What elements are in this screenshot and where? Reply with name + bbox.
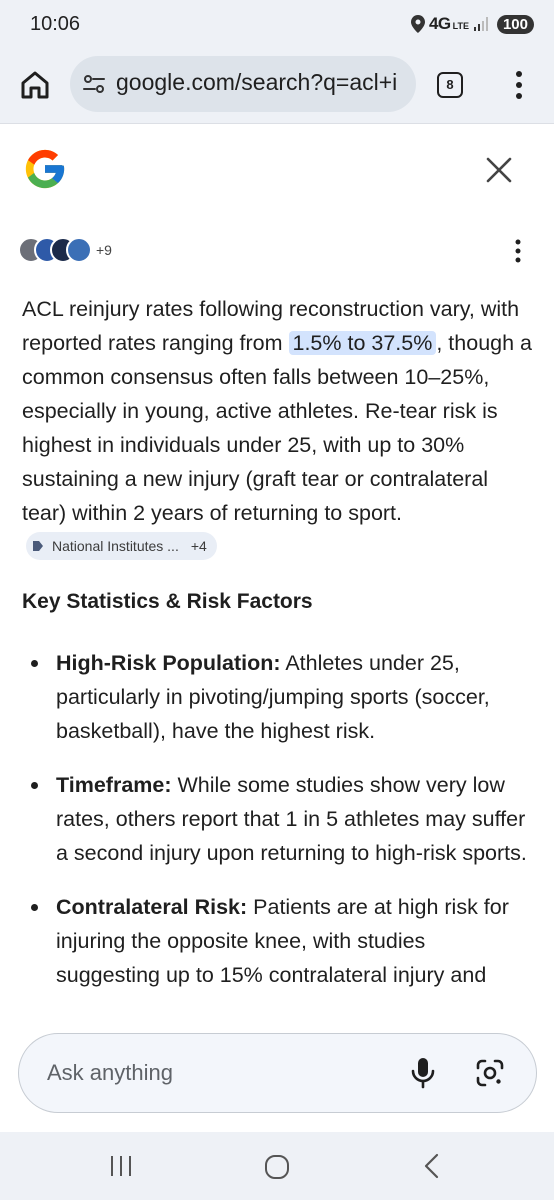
- google-logo: [22, 146, 68, 192]
- tune-icon: [83, 75, 105, 93]
- bullet-text: While some studies show very low rates, …: [56, 773, 527, 865]
- bullet-text: Patients are at high risk for injuring t…: [56, 895, 509, 987]
- tab-count: 8: [446, 77, 454, 92]
- key-stats-list: High-Risk Population: Athletes under 25,…: [22, 646, 532, 1012]
- source-icon: [33, 541, 43, 551]
- status-icons: 4G LTE 100: [410, 14, 534, 34]
- google-lens-button[interactable]: [475, 1058, 505, 1088]
- ask-bar[interactable]: Ask anything: [18, 1033, 537, 1113]
- location-icon: [410, 15, 425, 33]
- citation-more: +4: [190, 538, 207, 554]
- highlighted-range[interactable]: 1.5% to 37.5%: [288, 331, 437, 355]
- status-time: 10:06: [30, 13, 81, 35]
- more-vert-icon: [515, 239, 521, 263]
- google-g-icon: [25, 149, 65, 189]
- close-button[interactable]: [484, 155, 514, 185]
- url-text[interactable]: google.com/search?q=acl+i: [116, 69, 398, 95]
- sources-row[interactable]: +9: [18, 234, 112, 266]
- list-item: Contralateral Risk: Patients are at high…: [22, 890, 532, 992]
- list-item: High-Risk Population: Athletes under 25,…: [22, 646, 532, 748]
- tab-switcher-button[interactable]: 8: [437, 72, 463, 98]
- status-bar: 10:06 4G LTE 100: [0, 0, 554, 50]
- address-bar[interactable]: google.com/search?q=acl+i: [70, 56, 416, 112]
- network-subtype: LTE: [452, 20, 469, 31]
- back-icon: [424, 1153, 439, 1179]
- site-settings-button[interactable]: [80, 70, 108, 98]
- home-icon: [21, 71, 49, 99]
- network-type: 4G: [428, 14, 451, 33]
- recents-icon: [111, 1156, 131, 1176]
- close-icon: [486, 157, 512, 183]
- system-home-button[interactable]: [264, 1154, 290, 1180]
- section-heading: Key Statistics & Risk Factors: [22, 590, 313, 613]
- system-nav-bar: [0, 1132, 554, 1200]
- back-button[interactable]: [420, 1152, 444, 1180]
- answer-text: ACL reinjury rates following reconstruct…: [22, 297, 520, 355]
- more-vert-icon: [516, 71, 522, 99]
- bullet-title: Contralateral Risk:: [56, 895, 248, 919]
- battery-indicator: 100: [496, 14, 534, 34]
- google-lens-icon: [476, 1059, 504, 1087]
- recents-button[interactable]: [108, 1154, 134, 1178]
- sources-more-count: +9: [96, 242, 112, 258]
- ask-input[interactable]: Ask anything: [47, 1060, 173, 1085]
- overview-options-button[interactable]: [507, 237, 529, 265]
- answer-text: , though a common consensus often falls …: [22, 331, 532, 525]
- list-item: Timeframe: While some studies show very …: [22, 768, 532, 870]
- bullet-title: High-Risk Population:: [56, 651, 281, 675]
- voice-search-button[interactable]: [409, 1056, 437, 1090]
- mic-icon: [411, 1058, 435, 1089]
- citation-label: National Institutes ...: [52, 538, 179, 554]
- ai-answer-paragraph: ACL reinjury rates following reconstruct…: [22, 292, 532, 564]
- circle-home-icon: [265, 1155, 289, 1179]
- bullet-text: Athletes under 25, particularly in pivot…: [56, 651, 490, 743]
- browser-toolbar: google.com/search?q=acl+i 8: [0, 50, 554, 124]
- source-avatar: [66, 237, 92, 263]
- browser-menu-button[interactable]: [505, 69, 533, 101]
- signal-icon: [473, 17, 488, 31]
- bullet-title: Timeframe:: [56, 773, 172, 797]
- home-button[interactable]: [18, 68, 52, 102]
- citation-chip[interactable]: National Institutes ... +4: [26, 532, 217, 560]
